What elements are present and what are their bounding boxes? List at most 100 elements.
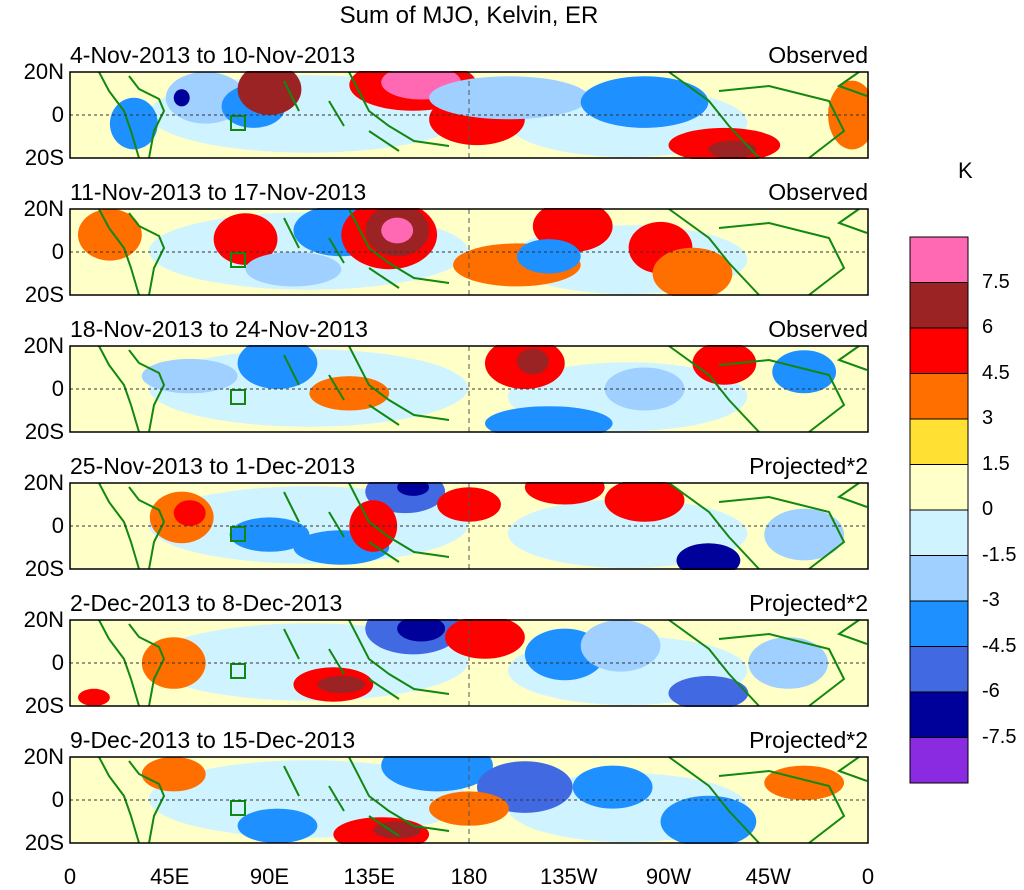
contour-region [173,89,190,107]
lat-label: 0 [51,513,64,538]
contour-region [516,348,549,375]
contour-region [764,765,845,800]
lat-label: 0 [51,650,64,675]
contour-region [109,97,158,150]
lon-label: 45W [745,864,791,889]
colorbar-label: -6 [982,680,1000,702]
figure-title: Sum of MJO, Kelvin, ER [339,2,599,29]
panel-data-type: Projected*2 [749,590,868,616]
lat-label: 20S [24,419,64,444]
contour-region [77,688,110,706]
colorbar-swatch [909,373,969,420]
colorbar-swatch [909,236,969,283]
lat-label: 0 [51,239,64,264]
lon-label: 180 [450,864,488,889]
contour-region [141,358,238,394]
contour-region [445,619,525,659]
contour-region [484,406,613,433]
colorbar-label: 0 [982,498,994,520]
colorbar-label: -4.5 [982,634,1017,657]
contour-region [708,140,757,158]
colorbar-label: 4.5 [982,361,1010,384]
colorbar-label: -7.5 [982,725,1017,748]
lat-label: 20S [24,830,64,855]
panel-data-type: Projected*2 [749,453,868,479]
contour-region [317,675,366,694]
panel-date-range: 2-Dec-2013 to 8-Dec-2013 [70,590,343,616]
contour-region [429,76,589,120]
contour-region [660,795,757,844]
lat-label: 20S [24,556,64,581]
colorbar-label: -1.5 [982,543,1017,566]
contour-region [245,252,342,287]
colorbar-label: 1.5 [982,452,1010,475]
colorbar [909,236,969,784]
contour-region [141,757,206,792]
colorbar-swatch [909,282,969,329]
contour-region [652,247,733,296]
colorbar-swatch [909,691,969,738]
lat-label: 20S [24,282,64,307]
lat-label: 20N [23,196,64,221]
contour-region [572,765,653,809]
lon-label: 0 [63,864,77,889]
contour-map [69,482,869,570]
contour-region [580,620,661,672]
contour-region [604,482,685,522]
colorbar-swatch [909,464,969,511]
lon-label: 0 [861,864,875,889]
panel-date-range: 4-Nov-2013 to 10-Nov-2013 [70,42,356,68]
colorbar-label: -3 [982,589,1000,611]
contour-region [828,80,869,150]
panel-date-range: 9-Dec-2013 to 15-Dec-2013 [70,727,356,753]
contour-region [213,213,278,265]
contour-map [69,208,869,296]
colorbar-swatch [909,418,969,465]
contour-region [229,517,310,552]
colorbar-swatch [909,327,969,374]
lon-label: 90W [645,864,692,889]
colorbar-label: 7.5 [982,270,1010,293]
lat-label: 20S [24,145,64,170]
contour-region [748,637,829,689]
contour-map [69,71,869,159]
panel-date-range: 18-Nov-2013 to 24-Nov-2013 [70,316,368,342]
contour-region [516,239,581,274]
contour-region [237,808,318,843]
contour-region [580,76,709,128]
contour-map [69,619,869,707]
contour-region [309,376,390,411]
colorbar-swatch [909,646,969,693]
lon-label: 135E [343,864,395,889]
lat-label: 20N [23,607,64,632]
panel-data-type: Observed [768,42,868,68]
contour-region [237,345,318,389]
contour-region [604,367,685,411]
contour-region [668,675,749,707]
contour-region [397,482,430,496]
contour-map [69,756,869,844]
lat-label: 20N [23,59,64,84]
contour-region [764,508,845,561]
contour-region [676,543,741,570]
contour-region [77,209,142,261]
panel-date-range: 11-Nov-2013 to 17-Nov-2013 [70,179,367,205]
contour-region [381,217,414,244]
colorbar-swatch [909,737,969,784]
lon-label: 45E [150,864,190,889]
colorbar-swatch [909,555,969,602]
panel-data-type: Observed [768,316,868,342]
contour-region [173,500,206,526]
panel-data-type: Projected*2 [749,727,868,753]
panel-data-type: Observed [768,179,868,205]
contour-map [69,345,869,433]
panel-date-range: 25-Nov-2013 to 1-Dec-2013 [70,453,356,479]
lat-label: 0 [51,376,64,401]
colorbar-label: 6 [982,316,994,338]
colorbar-swatch [909,509,969,556]
lon-label: 90E [249,864,290,889]
lat-label: 0 [51,787,64,812]
lon-label: 135W [540,864,598,889]
colorbar-swatch [909,600,969,647]
lat-label: 20N [23,333,64,358]
